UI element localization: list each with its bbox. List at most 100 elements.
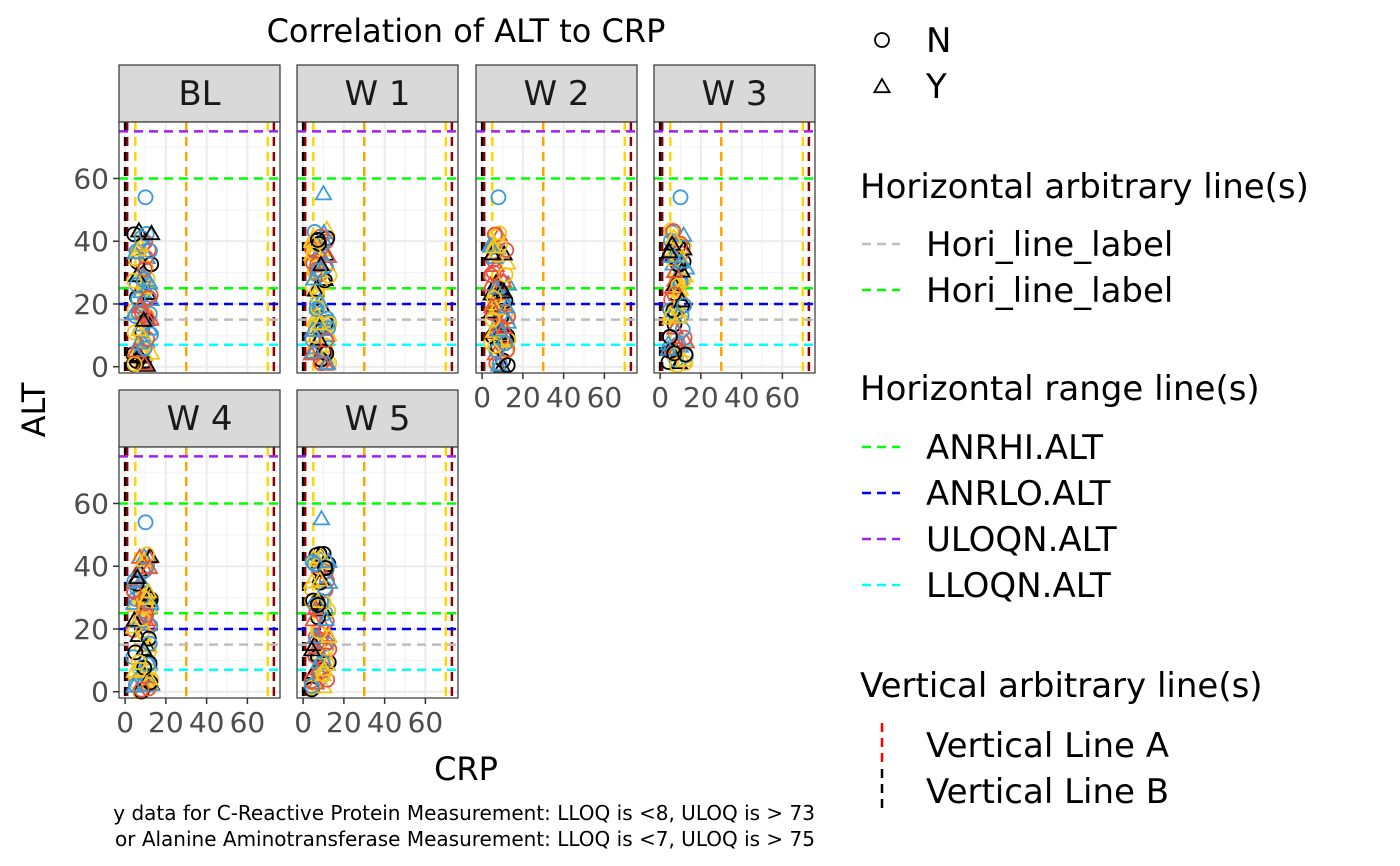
x-tick-label: 40 [367, 706, 403, 739]
data-point [486, 278, 505, 295]
data-point [492, 279, 512, 296]
data-point [672, 291, 692, 308]
legend-label: Vertical Line B [926, 772, 1169, 812]
data-point [677, 346, 694, 363]
outlier-point [137, 189, 154, 206]
legend-label: Vertical Line A [926, 726, 1169, 766]
data-point [318, 332, 335, 349]
data-point [302, 640, 322, 657]
data-point [129, 626, 148, 642]
data-point [129, 320, 149, 337]
data-point [133, 230, 150, 246]
data-point [660, 305, 680, 321]
facet-panel: W 5 0 20 40 60 [294, 389, 459, 739]
y-tick-label: 40 [73, 225, 109, 258]
facet-panel: BL 0 20 40 60 [73, 64, 281, 384]
legend-label: Hori_line_label [926, 271, 1173, 311]
data-point [489, 355, 508, 372]
data-point [672, 252, 691, 269]
data-point [484, 237, 503, 254]
panel-border [475, 121, 638, 374]
facet-strip-label: W 1 [344, 74, 410, 114]
facet-strip-label: W 3 [701, 74, 767, 114]
data-point [665, 247, 684, 264]
data-point [309, 256, 326, 273]
data-point [135, 271, 152, 288]
y-tick-label: 60 [73, 162, 109, 195]
data-point [126, 243, 145, 260]
y-tick-label: 0 [91, 676, 109, 709]
x-tick-label: 40 [189, 706, 225, 739]
chart-title: Correlation of ALT to CRP [267, 12, 666, 50]
outlier-point [312, 509, 331, 526]
legend-label: ULOQN.ALT [926, 520, 1117, 560]
data-point [138, 607, 155, 624]
y-axis-title: ALT [15, 382, 53, 437]
x-tick-label: 60 [230, 706, 266, 739]
facet-strip [653, 64, 816, 123]
data-point [318, 354, 337, 370]
x-tick-label: 60 [765, 381, 801, 414]
data-point [497, 297, 516, 314]
data-points [302, 184, 338, 372]
y-tick-label: 40 [73, 550, 109, 583]
legend-title: Vertical arbitrary line(s) [860, 666, 1263, 706]
data-point [310, 622, 326, 639]
data-point [499, 274, 518, 291]
x-tick-label: 40 [724, 381, 760, 414]
data-point [483, 267, 499, 284]
data-point [134, 550, 154, 567]
data-points [659, 189, 696, 374]
data-points [302, 509, 339, 698]
data-point [140, 669, 159, 686]
data-point [126, 226, 143, 243]
x-tick-label: 20 [326, 706, 362, 739]
data-point [126, 324, 143, 341]
data-point [494, 318, 513, 335]
legend-label: ANRLO.ALT [926, 474, 1111, 514]
y-tick-label: 60 [73, 487, 109, 520]
x-tick-label: 20 [683, 381, 719, 414]
facet-panel: W 2 0 20 40 60 [473, 64, 638, 414]
facet-strip [118, 64, 281, 123]
legend-title: Horizontal range line(s) [860, 369, 1260, 409]
data-point [137, 588, 156, 605]
data-point [309, 329, 329, 346]
data-point [125, 610, 144, 627]
legend: NY Horizontal arbitrary line(s) Hori_line_… [860, 21, 1309, 813]
data-point [134, 310, 153, 327]
data-point [130, 654, 147, 671]
panel-border [296, 446, 459, 699]
legend-key-circle [874, 32, 890, 48]
legend-label: ANRHI.ALT [926, 428, 1103, 468]
facet-strip-label: BL [178, 74, 220, 114]
data-point [136, 261, 153, 278]
data-point [484, 311, 501, 328]
x-tick-label: 20 [148, 706, 184, 739]
legend-label: N [926, 21, 951, 61]
data-point [130, 291, 146, 307]
data-point [134, 640, 154, 656]
data-point [500, 308, 517, 325]
data-point [129, 221, 149, 238]
legend-label: Hori_line_label [926, 225, 1173, 265]
data-point [306, 556, 323, 572]
data-point [130, 547, 149, 564]
data-point [306, 627, 325, 644]
data-point [306, 280, 325, 297]
outlier-point [137, 514, 154, 531]
data-point [486, 290, 503, 306]
data-point [665, 318, 684, 335]
outlier-point [672, 189, 689, 206]
data-point [664, 228, 683, 244]
data-point [659, 339, 678, 356]
data-point [308, 592, 328, 608]
data-point [660, 242, 679, 259]
data-point [302, 232, 322, 249]
data-point [140, 656, 157, 673]
facet-strip-label: W 2 [523, 74, 589, 114]
data-point [302, 572, 321, 589]
data-point [497, 332, 516, 349]
